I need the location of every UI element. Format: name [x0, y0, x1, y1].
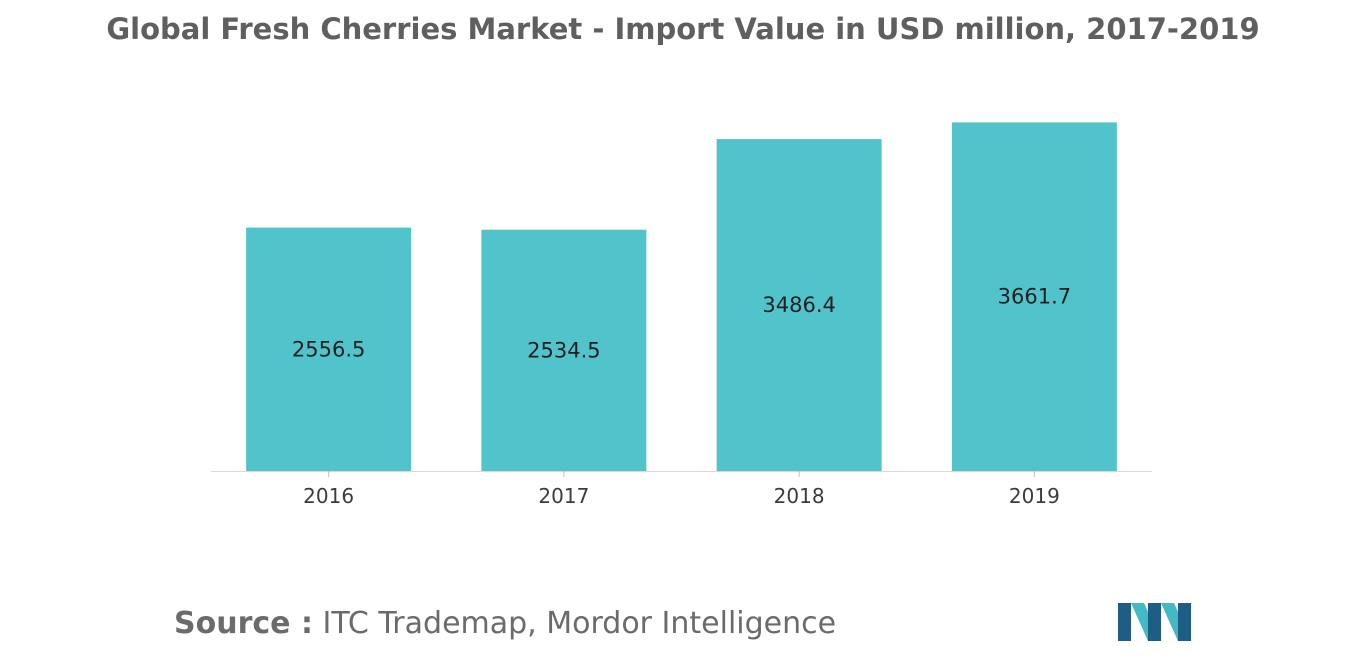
logo-shape-middle — [1148, 603, 1161, 641]
logo-shape-left — [1118, 603, 1131, 641]
x-tick-label-2016: 2016 — [303, 484, 354, 508]
bar-2018 — [716, 139, 882, 471]
value-label-2018: 3486.4 — [762, 293, 835, 317]
x-tick-labels-group: 2016 2017 2018 2019 — [303, 471, 1060, 508]
x-tick-label-2017: 2017 — [538, 484, 589, 508]
x-tick-label-2019: 2019 — [1009, 484, 1060, 508]
source-text: ITC Trademap, Mordor Intelligence — [312, 606, 837, 641]
mordor-intelligence-logo — [1118, 603, 1191, 641]
source-note: Source : ITC Trademap, Mordor Intelligen… — [174, 606, 836, 641]
bar-2017 — [481, 229, 647, 471]
x-tick-label-2018: 2018 — [774, 484, 825, 508]
bar-2016 — [246, 227, 412, 471]
bar-2019 — [951, 122, 1117, 471]
value-label-2017: 2534.5 — [527, 338, 600, 362]
value-label-2019: 3661.7 — [998, 285, 1071, 309]
logo-shape-right — [1178, 603, 1191, 641]
bars-group — [246, 122, 1117, 471]
value-labels-group: 2556.5 2534.5 3486.4 3661.7 — [292, 285, 1071, 363]
value-label-2016: 2556.5 — [292, 337, 365, 361]
source-label: Source : — [174, 606, 313, 641]
chart-title: Global Fresh Cherries Market - Import Va… — [106, 12, 1260, 46]
